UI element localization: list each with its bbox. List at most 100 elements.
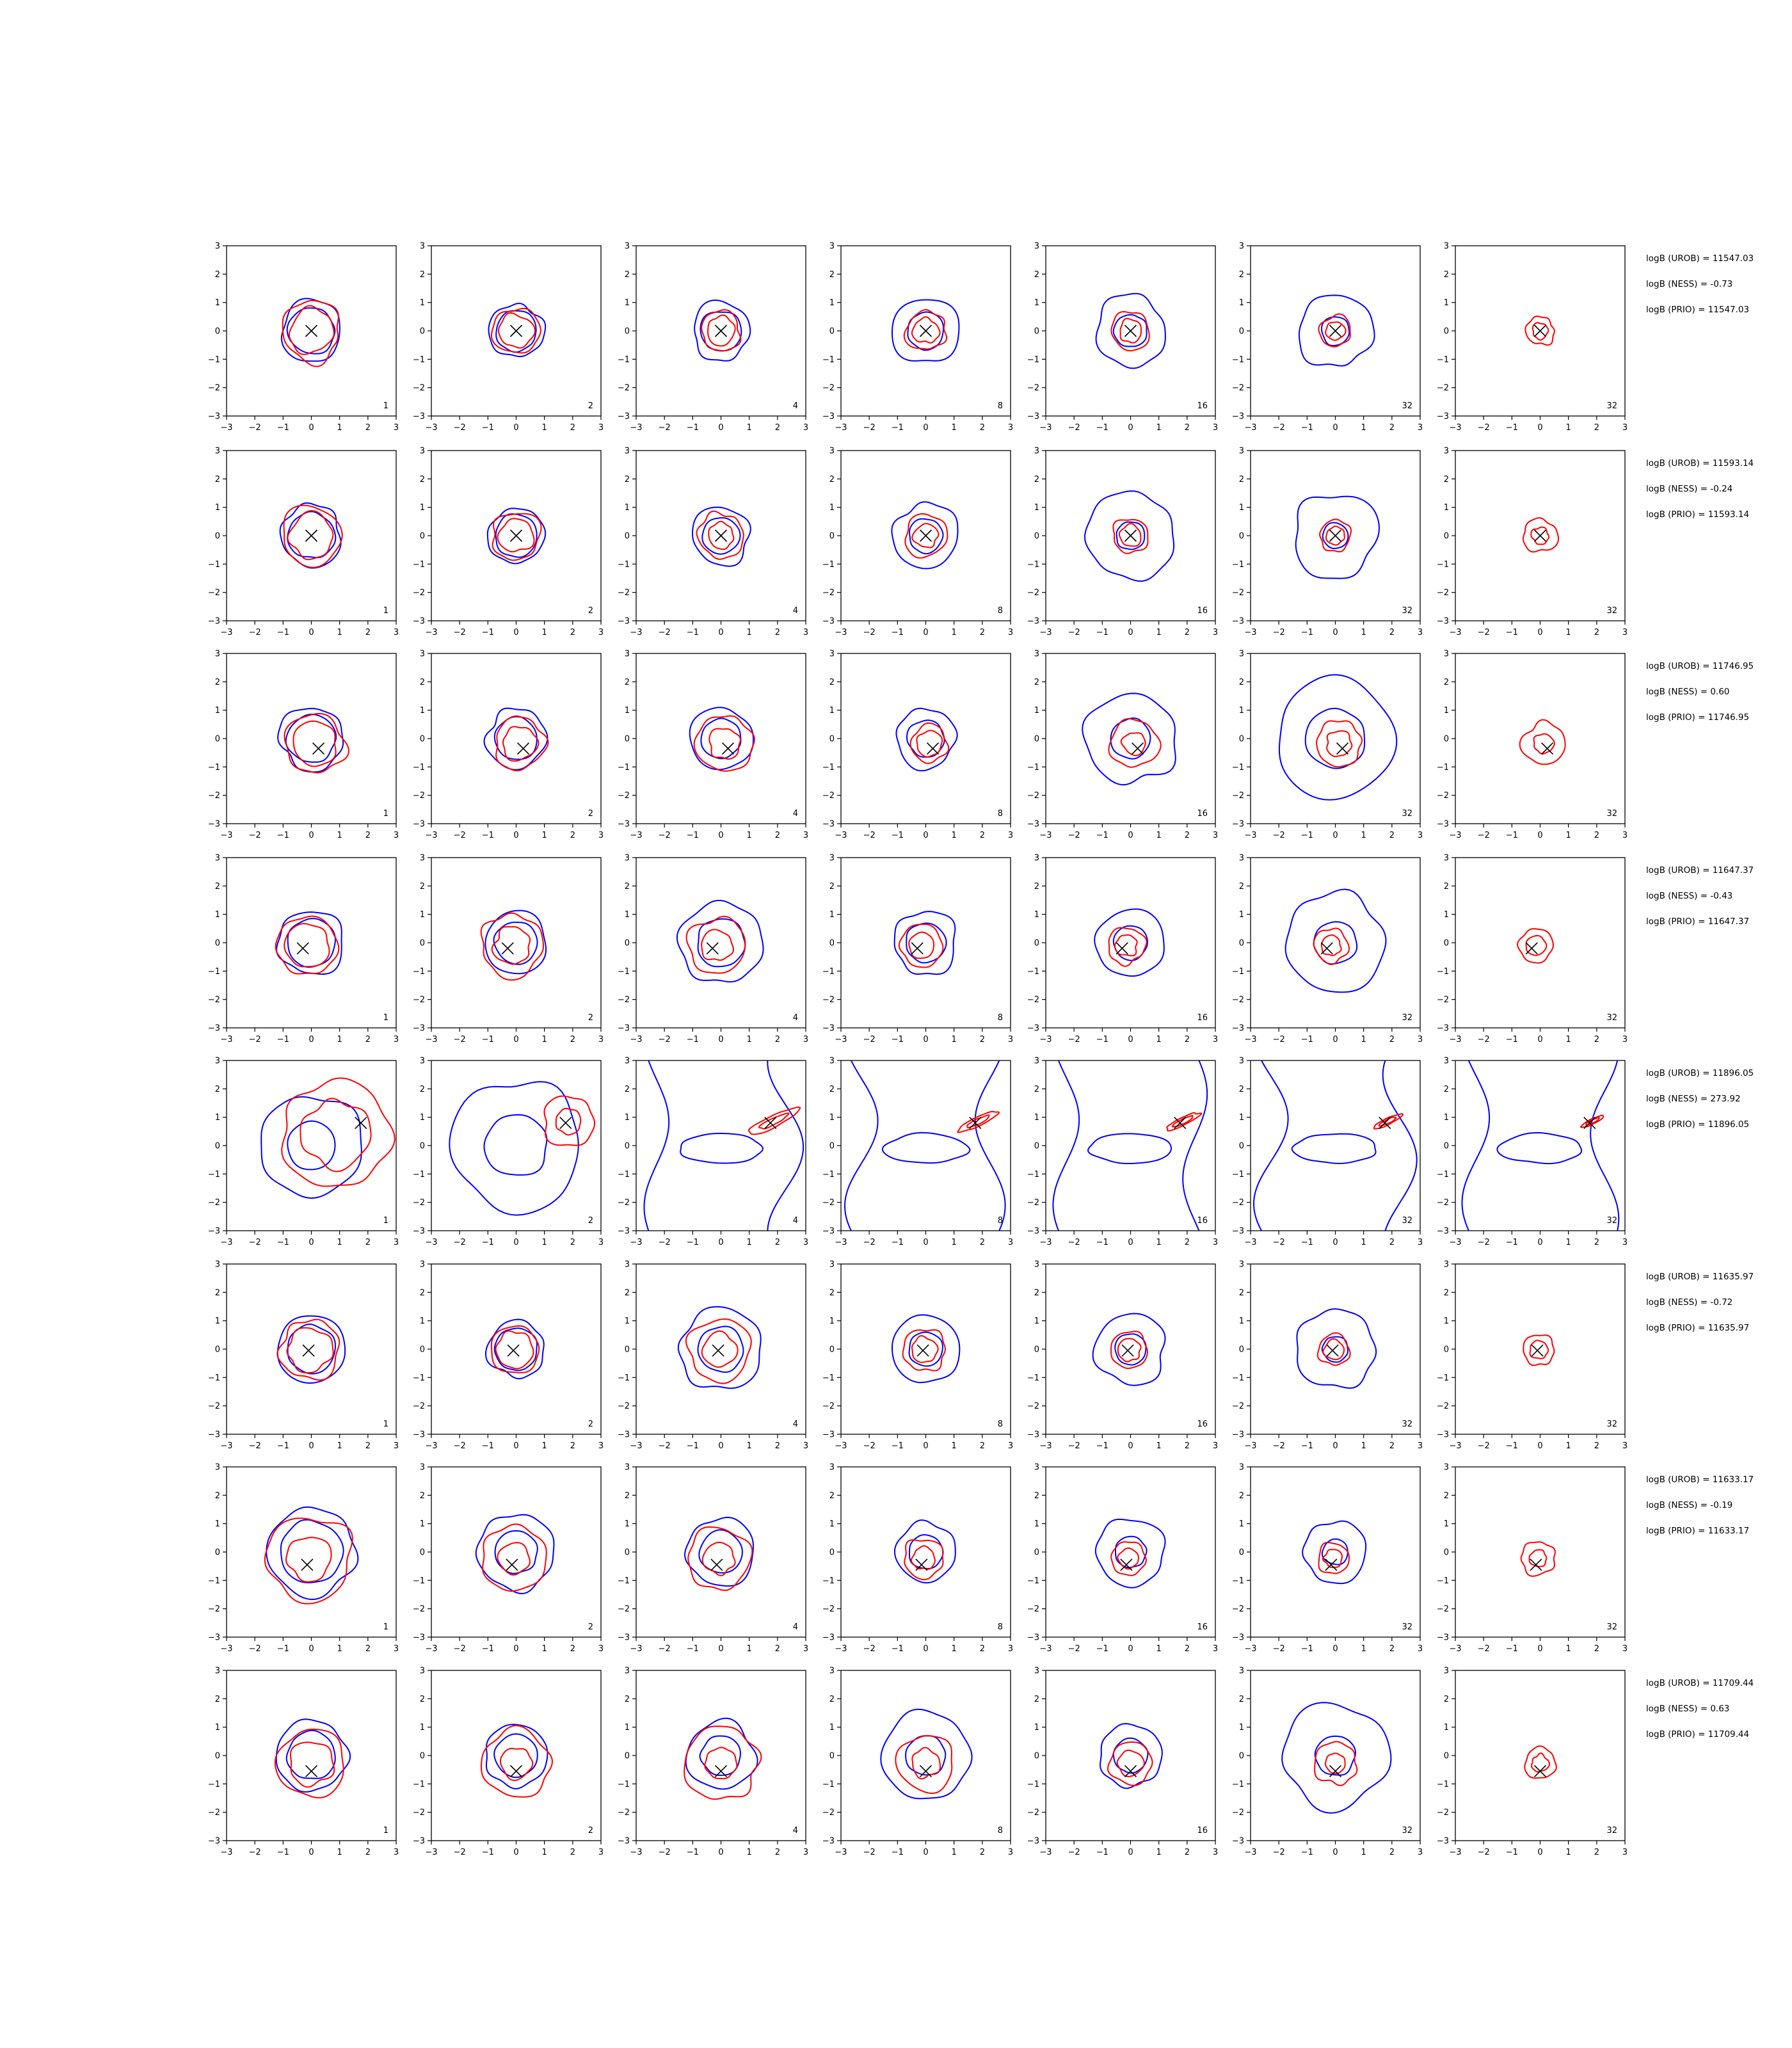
- x-tick-label: 3: [803, 628, 808, 637]
- y-tick-label: −1: [1027, 1170, 1039, 1180]
- y-tick-label: 1: [420, 503, 425, 513]
- panel-label: 32: [1402, 1622, 1412, 1632]
- y-tick-label: −3: [1232, 1024, 1244, 1034]
- outer-contour: [276, 911, 342, 975]
- x-tick-label: −1: [1301, 1035, 1313, 1044]
- y-tick-label: −2: [413, 383, 425, 393]
- y-tick-label: 2: [1034, 475, 1039, 484]
- inner-contour: [1318, 1542, 1350, 1574]
- y-tick-label: 3: [625, 1057, 630, 1066]
- x-tick-label: −1: [1096, 1441, 1108, 1451]
- y-tick-label: −1: [1027, 355, 1039, 365]
- inner-contour: [285, 1537, 332, 1583]
- inner-contour: [895, 1735, 953, 1795]
- y-tick-label: 3: [829, 1667, 835, 1676]
- true-value-marker: [301, 1558, 314, 1571]
- y-tick-label: −3: [1027, 1430, 1039, 1440]
- x-tick-label: −2: [863, 1644, 876, 1654]
- x-tick-label: 0: [513, 1441, 518, 1451]
- x-tick-label: −1: [1096, 1238, 1108, 1247]
- row-annotation: logB (NESS) = 273.92: [1646, 1094, 1741, 1104]
- contour-layer: [1298, 294, 1375, 367]
- x-tick-label: −1: [687, 1441, 699, 1451]
- panel-label: 16: [1197, 809, 1208, 819]
- panel-label: 32: [1606, 1216, 1617, 1226]
- panel-label: 2: [588, 401, 593, 411]
- y-tick-label: 2: [625, 1085, 630, 1094]
- inner-contour: [1533, 733, 1555, 755]
- subplot-r1-c5: −3−3 −2 −2 −1 −1 0 0 1 1 2 2 3 3 16: [1027, 242, 1218, 433]
- x-tick-label: 2: [1389, 423, 1395, 433]
- true-value-marker: [1116, 942, 1128, 955]
- y-tick-label: −3: [208, 1024, 220, 1034]
- outer-contour: [1082, 692, 1176, 786]
- x-tick-label: −2: [1273, 1441, 1285, 1451]
- x-tick-label: −3: [1039, 831, 1052, 840]
- x-tick-label: 2: [775, 831, 780, 840]
- x-tick-label: 0: [1332, 628, 1338, 637]
- y-tick-label: −1: [208, 763, 220, 772]
- subplot-r5-c3: −3−3 −2 −2 −1 −1 0 0 1 1 2 2 3 3 4: [618, 1057, 808, 1248]
- inner-contour: [1585, 1117, 1600, 1126]
- x-tick-label: 3: [1622, 831, 1628, 840]
- outer-contour: [891, 501, 959, 570]
- x-tick-label: −1: [687, 628, 699, 637]
- x-tick-label: 1: [542, 1441, 547, 1451]
- y-tick-label: −1: [208, 355, 220, 365]
- subplot-r2-c2: −3−3 −2 −2 −1 −1 0 0 1 1 2 2 3 3 2: [413, 447, 604, 638]
- y-tick-label: 2: [420, 678, 425, 687]
- y-tick-label: 0: [1239, 939, 1244, 948]
- contour-layer: [892, 299, 960, 362]
- x-tick-label: 1: [542, 1238, 547, 1247]
- contour-layer: [684, 1717, 762, 1800]
- x-tick-label: 2: [1185, 423, 1190, 433]
- y-tick-label: −2: [1232, 1402, 1244, 1411]
- y-tick-label: 1: [1239, 910, 1244, 920]
- y-tick-label: −1: [208, 1373, 220, 1383]
- panel-label: 1: [383, 606, 388, 616]
- row-annotation: logB (PRIO) = 11709.44: [1646, 1729, 1749, 1740]
- outer-contour: [1100, 1723, 1163, 1789]
- y-tick-label: 1: [1239, 1113, 1244, 1123]
- outer-contour: [1496, 1132, 1583, 1165]
- x-tick-label: 1: [337, 628, 342, 637]
- outer-contour: [1092, 1313, 1166, 1386]
- y-tick-label: 1: [420, 1519, 425, 1529]
- y-tick-label: −2: [1027, 1198, 1039, 1208]
- outer-contour: [700, 717, 742, 760]
- inner-contour: [1320, 934, 1342, 957]
- x-tick-label: 0: [923, 628, 928, 637]
- y-tick-label: 3: [1034, 1463, 1039, 1473]
- y-tick-label: 3: [1444, 1260, 1449, 1270]
- x-tick-label: −1: [1096, 1644, 1108, 1654]
- x-tick-label: 1: [1361, 831, 1366, 840]
- x-tick-label: 3: [1622, 1848, 1628, 1857]
- y-tick-label: 2: [829, 1695, 835, 1704]
- y-tick-label: 1: [625, 1519, 630, 1529]
- plot-row-2: −3−3−2−2−1−1001122331−3−3−2−2−1−10011223…: [208, 447, 1754, 638]
- x-tick-label: 3: [394, 628, 399, 637]
- x-tick-label: 3: [598, 1441, 604, 1451]
- y-tick-label: 1: [829, 910, 835, 920]
- annotation-group: logB (UROB) = 11647.37 logB (NESS) = -0.4…: [1646, 865, 1754, 927]
- y-tick-label: 1: [625, 910, 630, 920]
- x-tick-label: 1: [952, 1644, 957, 1654]
- y-tick-label: 1: [1034, 706, 1039, 716]
- plot-frame: [636, 1263, 806, 1435]
- y-tick-label: 1: [829, 706, 835, 716]
- x-tick-label: 3: [1213, 1848, 1218, 1857]
- y-tick-label: −3: [822, 1837, 835, 1846]
- y-tick-label: −1: [413, 1373, 425, 1383]
- inner-contour: [1116, 1749, 1145, 1777]
- inner-contour: [1529, 1340, 1549, 1359]
- y-tick-label: 0: [1034, 1142, 1039, 1151]
- y-tick-label: 3: [420, 242, 425, 252]
- subplot-r6-c4: −3−3 −2 −2 −1 −1 0 0 1 1 2 2 3 3 8: [822, 1260, 1013, 1452]
- x-tick-label: 3: [1213, 831, 1218, 840]
- x-tick-label: 2: [1185, 1035, 1190, 1044]
- subplot-r6-c2: −3−3 −2 −2 −1 −1 0 0 1 1 2 2 3 3 2: [413, 1260, 604, 1452]
- x-tick-label: −2: [1478, 831, 1490, 840]
- y-tick-label: 1: [420, 1723, 425, 1732]
- x-tick-label: 1: [952, 1848, 957, 1857]
- x-tick-label: −1: [1506, 1644, 1518, 1654]
